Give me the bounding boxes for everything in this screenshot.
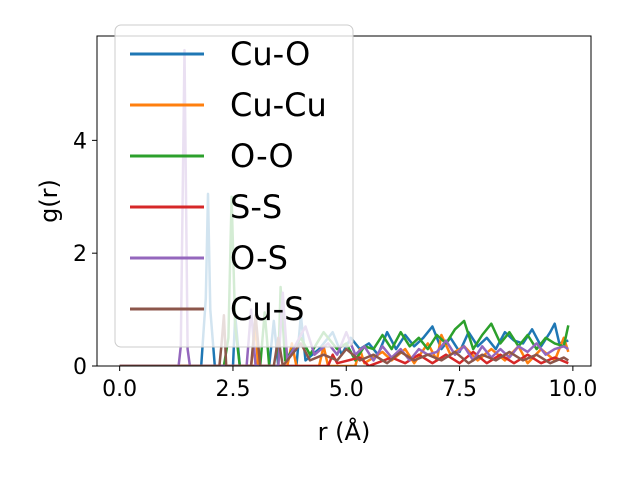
legend-entry-s-s: S-S <box>130 188 282 226</box>
legend-entry-cu-s: Cu-S <box>130 290 304 328</box>
legend-label: Cu-S <box>230 290 304 328</box>
y-tick-label: 4 <box>73 129 87 154</box>
legend-label: S-S <box>230 188 282 226</box>
series-line-s-s <box>119 350 569 366</box>
y-axis: 0 2 4 <box>73 129 97 380</box>
legend: Cu-O Cu-Cu O-O S-S O-S Cu-S <box>114 24 354 348</box>
legend-entry-cu-o: Cu-O <box>130 35 310 73</box>
y-axis-label: g(r) <box>35 179 63 223</box>
legend-entry-o-o: O-O <box>130 137 294 175</box>
x-axis-label: r (Å) <box>318 417 371 446</box>
legend-label: O-O <box>230 137 294 175</box>
x-tick-label: 2.5 <box>215 377 250 402</box>
legend-entry-cu-cu: Cu-Cu <box>130 86 327 124</box>
legend-label: Cu-O <box>230 35 310 73</box>
legend-label: Cu-Cu <box>230 86 327 124</box>
x-tick-label: 7.5 <box>442 377 477 402</box>
legend-label: O-S <box>230 239 288 277</box>
x-axis: 0.0 2.5 5.0 7.5 10.0 <box>102 366 597 402</box>
x-tick-label: 0.0 <box>102 377 137 402</box>
x-tick-label: 10.0 <box>548 377 597 402</box>
y-tick-label: 0 <box>73 355 87 380</box>
legend-entry-o-s: O-S <box>130 239 288 277</box>
series-line-cu-s <box>119 313 569 366</box>
x-tick-label: 5.0 <box>329 377 364 402</box>
y-tick-label: 2 <box>73 242 87 267</box>
